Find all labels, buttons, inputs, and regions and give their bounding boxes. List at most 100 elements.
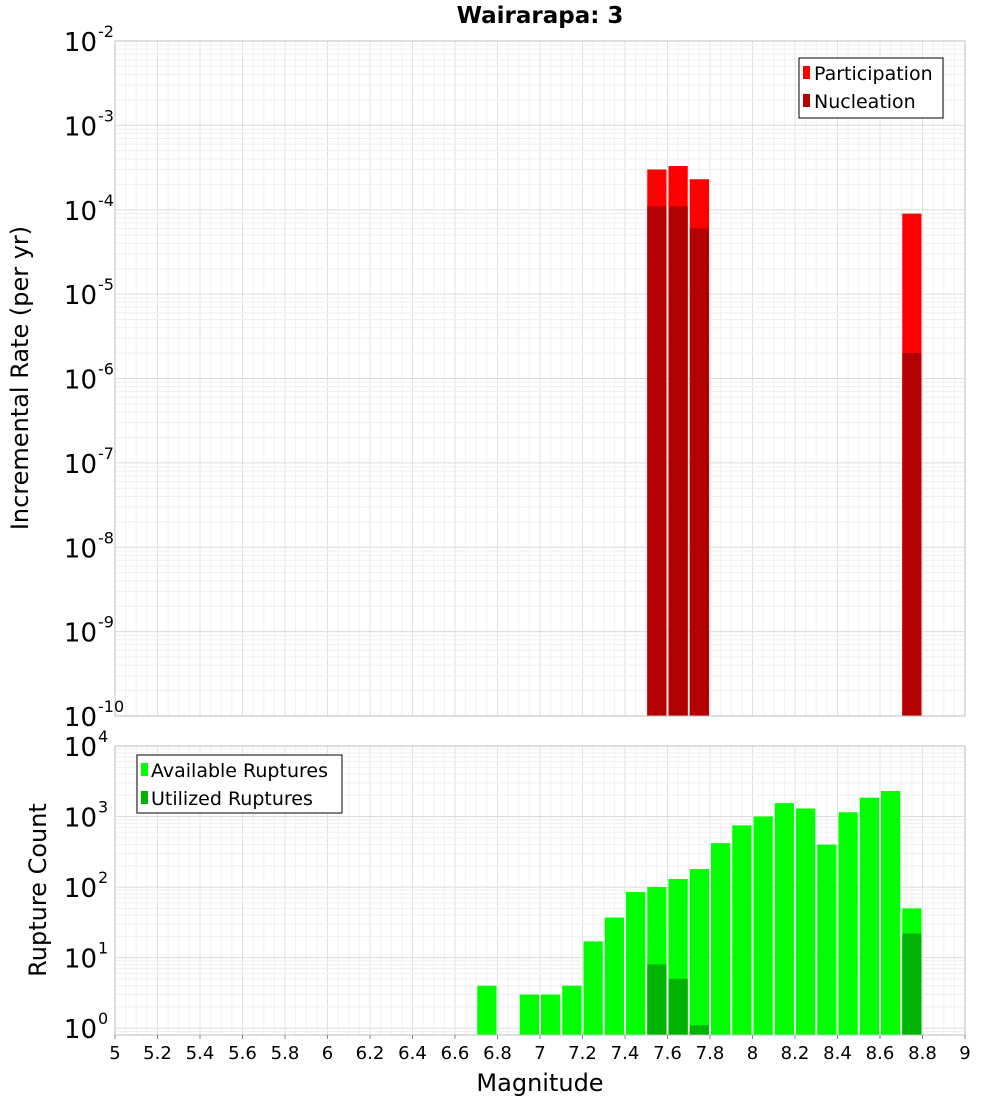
top-y-axis-label: Incremental Rate (per yr): [6, 226, 34, 530]
y-tick-exponent: 3: [98, 798, 108, 817]
x-tick-label: 5: [109, 1043, 120, 1064]
x-tick-label: 6.6: [441, 1043, 470, 1064]
count-bar-available-ruptures: [562, 985, 582, 1035]
count-bar-available-ruptures: [541, 994, 561, 1035]
x-tick-label: 7.6: [653, 1043, 682, 1064]
y-tick-base: 10: [64, 281, 97, 311]
y-tick-exponent: -8: [98, 528, 114, 547]
legend-label-available: Available Ruptures: [151, 760, 328, 782]
y-tick-exponent: 2: [98, 868, 108, 887]
count-bar-available-ruptures: [477, 985, 497, 1035]
y-tick-base: 10: [64, 703, 97, 733]
y-tick-label: 10 -4: [64, 191, 114, 227]
x-tick-label: 6.4: [398, 1043, 427, 1064]
y-tick-label: 10 -9: [64, 613, 114, 649]
legend-label-participation: Participation: [814, 63, 933, 85]
y-tick-exponent: -7: [98, 444, 114, 463]
x-tick-labels: 5 5.2 5.4 5.6 5.8 6 6.2 6.4 6.6 6.8 7 7.2 7.4 7.6 7.8 8…: [109, 1035, 971, 1064]
x-tick-label: 7.4: [611, 1043, 640, 1064]
x-tick-label: 7.8: [696, 1043, 725, 1064]
y-tick-base: 10: [64, 874, 97, 904]
rate-bar-nucleation: [902, 353, 922, 716]
x-tick-label: 8.8: [908, 1043, 937, 1064]
y-tick-label: 10 -5: [64, 275, 114, 311]
count-bar-available-ruptures: [859, 797, 879, 1035]
y-tick-label: 10 -2: [64, 22, 114, 58]
count-bar-utilized-ruptures: [689, 1025, 709, 1035]
y-tick-base: 10: [64, 733, 97, 763]
y-tick-base: 10: [64, 366, 97, 396]
count-bar-available-ruptures: [838, 812, 858, 1035]
legend-label-nucleation: Nucleation: [814, 91, 916, 113]
top-plot-grid: [114, 40, 966, 717]
x-tick-label: 7.2: [568, 1043, 597, 1064]
chart-title: Wairarapa: 3: [457, 3, 624, 29]
y-tick-base: 10: [64, 619, 97, 649]
x-tick-label: 5.6: [228, 1043, 257, 1064]
count-bar-available-ruptures: [817, 844, 837, 1035]
x-tick-label: 5.8: [271, 1043, 300, 1064]
y-tick-label: 10 3: [64, 798, 108, 834]
legend-swatch-nucleation: [803, 94, 810, 107]
y-tick-base: 10: [64, 804, 97, 834]
top-plot-bars: [647, 166, 922, 717]
top-plot-frame: [114, 40, 966, 717]
bottom-legend: Available Ruptures Utilized Ruptures: [136, 754, 343, 814]
y-tick-exponent: 1: [98, 939, 108, 958]
count-bar-available-ruptures: [774, 803, 794, 1035]
y-tick-label: 10 2: [64, 868, 108, 904]
x-tick-label: 6: [322, 1043, 333, 1064]
y-tick-label: 10 0: [64, 1009, 108, 1045]
y-tick-base: 10: [64, 28, 97, 58]
count-bar-available-ruptures: [583, 941, 603, 1035]
count-bar-utilized-ruptures: [668, 978, 688, 1035]
rate-bar-nucleation: [647, 206, 667, 716]
x-tick-label: 7: [534, 1043, 545, 1064]
x-tick-label: 9: [959, 1043, 970, 1064]
y-tick-label: 10 -3: [64, 106, 114, 142]
y-tick-label: 10 -6: [64, 360, 114, 396]
y-tick-exponent: 0: [98, 1009, 108, 1028]
rate-bar-nucleation: [668, 206, 688, 716]
y-tick-exponent: 4: [98, 727, 108, 746]
x-tick-label: 5.4: [186, 1043, 215, 1064]
x-tick-label: 8.6: [866, 1043, 895, 1064]
count-bar-utilized-ruptures: [647, 964, 667, 1035]
y-tick-label: 10 4: [64, 727, 108, 763]
y-tick-exponent: -2: [98, 22, 114, 41]
top-legend: Participation Nucleation: [798, 57, 944, 119]
y-tick-base: 10: [64, 1015, 97, 1045]
count-bar-available-ruptures: [881, 791, 901, 1035]
top-legend-box: [798, 57, 944, 119]
y-tick-base: 10: [64, 534, 97, 564]
y-tick-base: 10: [64, 450, 97, 480]
count-bar-available-ruptures: [732, 825, 752, 1035]
rate-bar-nucleation: [689, 228, 709, 716]
y-tick-exponent: -5: [98, 275, 114, 294]
y-tick-exponent: -4: [98, 191, 114, 210]
y-tick-label: 10 -7: [64, 444, 114, 480]
count-bar-utilized-ruptures: [902, 933, 922, 1035]
count-bar-available-ruptures: [796, 808, 816, 1035]
bottom-legend-box: [136, 754, 343, 814]
count-bar-available-ruptures: [753, 816, 773, 1035]
x-axis-label: Magnitude: [476, 1069, 603, 1097]
x-tick-label: 6.8: [483, 1043, 512, 1064]
y-tick-exponent: -6: [98, 360, 114, 379]
count-bar-available-ruptures: [711, 843, 731, 1035]
y-tick-exponent: -10: [98, 697, 124, 716]
x-tick-label: 5.2: [143, 1043, 172, 1064]
y-tick-base: 10: [64, 945, 97, 975]
y-tick-label: 10 -8: [64, 528, 114, 564]
legend-swatch-participation: [803, 66, 810, 79]
count-bar-available-ruptures: [519, 994, 539, 1035]
x-tick-label: 8.4: [823, 1043, 852, 1064]
y-tick-base: 10: [64, 197, 97, 227]
x-tick-label: 6.2: [356, 1043, 385, 1064]
bottom-plot-bars: [477, 791, 922, 1035]
y-tick-exponent: -9: [98, 613, 114, 632]
count-bar-available-ruptures: [604, 917, 624, 1035]
